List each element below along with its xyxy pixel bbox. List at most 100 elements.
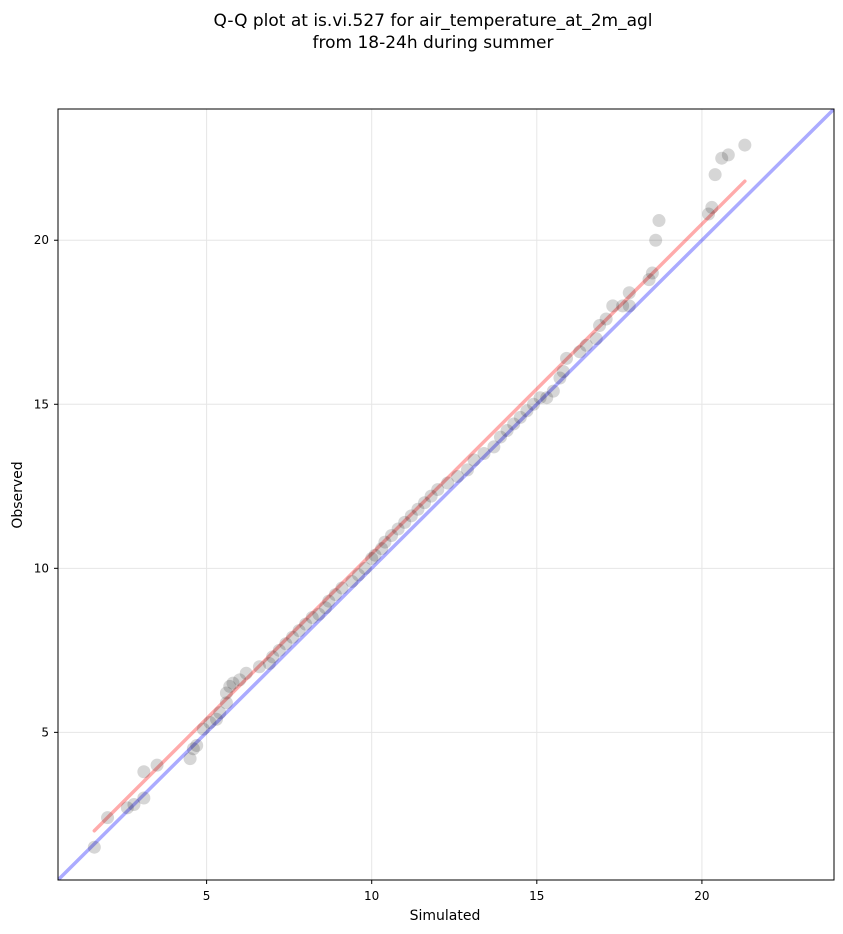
data-point: [487, 440, 501, 454]
data-point: [404, 509, 418, 523]
data-point: [527, 397, 541, 411]
data-point: [507, 417, 521, 431]
data-point: [127, 798, 141, 812]
data-point: [622, 286, 636, 300]
grid-lines: [58, 109, 834, 880]
data-point: [721, 148, 735, 162]
data-point: [715, 151, 729, 165]
chart-subtitle: from 18-24h during summer: [313, 33, 554, 53]
x-axis-label: Simulated: [410, 908, 481, 924]
data-point: [279, 637, 293, 651]
data-point: [305, 611, 319, 625]
data-point: [599, 312, 613, 326]
x-tick-label: 10: [364, 889, 379, 903]
data-point: [262, 656, 276, 670]
data-point: [477, 446, 491, 460]
scatter-points: [87, 138, 752, 854]
data-point: [589, 332, 603, 346]
data-point: [593, 319, 607, 333]
data-point: [233, 673, 247, 687]
data-point: [418, 496, 432, 510]
data-point: [738, 138, 752, 152]
data-point: [702, 207, 716, 221]
data-point: [312, 607, 326, 621]
data-point: [266, 650, 280, 664]
data-point: [299, 617, 313, 631]
data-point: [606, 299, 620, 313]
y-tick-label: 10: [34, 561, 49, 575]
data-point: [546, 384, 560, 398]
y-axis-label: Observed: [10, 461, 26, 528]
data-point: [708, 168, 722, 182]
data-point: [398, 515, 412, 529]
data-point: [252, 660, 266, 674]
data-point: [642, 273, 656, 287]
y-axis-ticks: 5 10 15 20: [34, 233, 58, 739]
data-point: [411, 502, 425, 516]
data-point: [378, 535, 392, 549]
data-point: [500, 424, 514, 438]
data-point: [365, 551, 379, 565]
data-point: [368, 548, 382, 562]
data-point: [649, 233, 663, 247]
data-point: [219, 686, 233, 700]
data-point: [351, 568, 365, 582]
data-point: [616, 299, 630, 313]
x-axis-ticks: 5 10 15 20: [203, 880, 710, 903]
y-tick-label: 20: [34, 233, 49, 247]
data-point: [520, 404, 534, 418]
data-point: [322, 594, 336, 608]
data-point: [424, 489, 438, 503]
data-point: [292, 624, 306, 638]
y-tick-label: 5: [41, 725, 49, 739]
data-point: [441, 476, 455, 490]
data-point: [335, 581, 349, 595]
plot-frame: [57, 108, 835, 881]
data-point: [579, 338, 593, 352]
data-point: [183, 752, 197, 766]
chart-title: Q-Q plot at is.vi.527 for air_temperatur…: [213, 11, 652, 31]
data-point: [622, 299, 636, 313]
y-tick-label: 15: [34, 397, 49, 411]
data-point: [272, 643, 286, 657]
data-point: [560, 351, 574, 365]
data-point: [358, 561, 372, 575]
data-point: [533, 391, 547, 405]
data-point: [137, 765, 151, 779]
data-point: [137, 791, 151, 805]
data-point: [213, 706, 227, 720]
data-point: [451, 469, 465, 483]
x-tick-label: 15: [529, 889, 544, 903]
data-point: [150, 758, 164, 772]
data-point: [705, 200, 719, 214]
data-point: [431, 483, 445, 497]
data-point: [196, 722, 210, 736]
data-point: [285, 630, 299, 644]
data-point: [223, 679, 237, 693]
data-point: [391, 522, 405, 536]
data-point: [375, 542, 389, 556]
data-point: [556, 364, 570, 378]
reference-lines: [58, 109, 834, 880]
data-point: [239, 666, 253, 680]
data-point: [652, 214, 666, 228]
data-point: [101, 811, 115, 825]
x-tick-label: 20: [694, 889, 709, 903]
data-point: [203, 716, 217, 730]
data-point: [219, 696, 233, 710]
identity-line: [58, 109, 834, 880]
data-point: [493, 430, 507, 444]
data-point: [573, 345, 587, 359]
data-point: [553, 371, 567, 385]
data-point: [120, 801, 134, 815]
data-point: [467, 453, 481, 467]
data-point: [226, 676, 240, 690]
x-tick-label: 5: [203, 889, 211, 903]
data-point: [385, 529, 399, 543]
data-point: [186, 742, 200, 756]
data-point: [87, 840, 101, 854]
data-point: [345, 574, 359, 588]
data-point: [540, 391, 554, 405]
data-point: [645, 266, 659, 280]
